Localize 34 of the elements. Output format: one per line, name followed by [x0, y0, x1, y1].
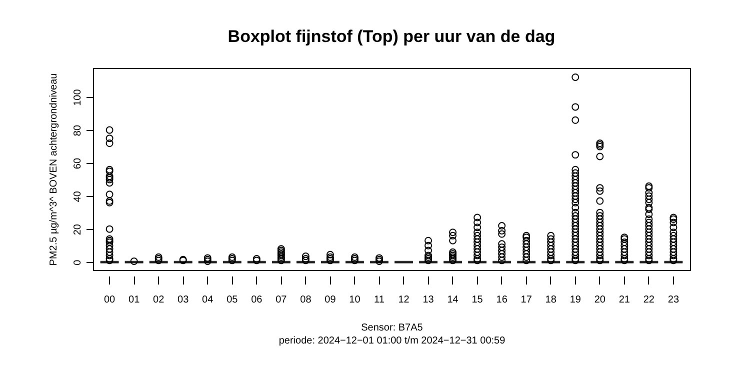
- y-tick-label: 100: [72, 88, 84, 106]
- y-tick-label: 0: [72, 259, 84, 266]
- chart-title: Boxplot fijnstof (Top) per uur van de dag: [228, 27, 556, 46]
- x-tick-label: 18: [545, 294, 557, 306]
- y-tick-label: 60: [72, 158, 84, 170]
- x-tick-label: 03: [178, 294, 190, 306]
- x-tick-label: 07: [276, 294, 288, 306]
- x-tick-label: 23: [668, 294, 680, 306]
- x-tick-label: 12: [398, 294, 410, 306]
- x-tick-label: 08: [300, 294, 312, 306]
- x-tick-label: 02: [153, 294, 165, 306]
- x-tick-label: 21: [618, 294, 630, 306]
- y-tick-label: 80: [72, 124, 84, 136]
- x-tick-label: 01: [128, 294, 140, 306]
- x-tick-label: 10: [349, 294, 361, 306]
- x-tick-label: 04: [202, 294, 214, 306]
- x-tick-label: 05: [226, 294, 238, 306]
- x-tick-label: 17: [520, 294, 532, 306]
- x-tick-label: 15: [472, 294, 484, 306]
- x-tick-label: 14: [447, 294, 459, 306]
- y-axis-title: PM2.5 µg/m^3^ BOVEN achtergrondniveau: [48, 73, 60, 266]
- y-tick-label: 20: [72, 224, 84, 236]
- x-tick-label: 00: [104, 294, 116, 306]
- x-tick-label: 06: [251, 294, 263, 306]
- x-tick-label: 20: [594, 294, 606, 306]
- x-tick-label: 16: [496, 294, 508, 306]
- x-tick-label: 11: [374, 294, 385, 306]
- x-tick-label: 19: [570, 294, 582, 306]
- x-tick-label: 22: [643, 294, 655, 306]
- text: periode: 2024−12−01 01:00 t/m 2024−12−31 00:59: [278, 336, 506, 346]
- x-tick-label: 09: [324, 294, 336, 306]
- x-axis-title: Sensor: B7A5: [361, 322, 424, 334]
- y-tick-label: 40: [72, 190, 84, 202]
- x-tick-label: 13: [422, 294, 434, 306]
